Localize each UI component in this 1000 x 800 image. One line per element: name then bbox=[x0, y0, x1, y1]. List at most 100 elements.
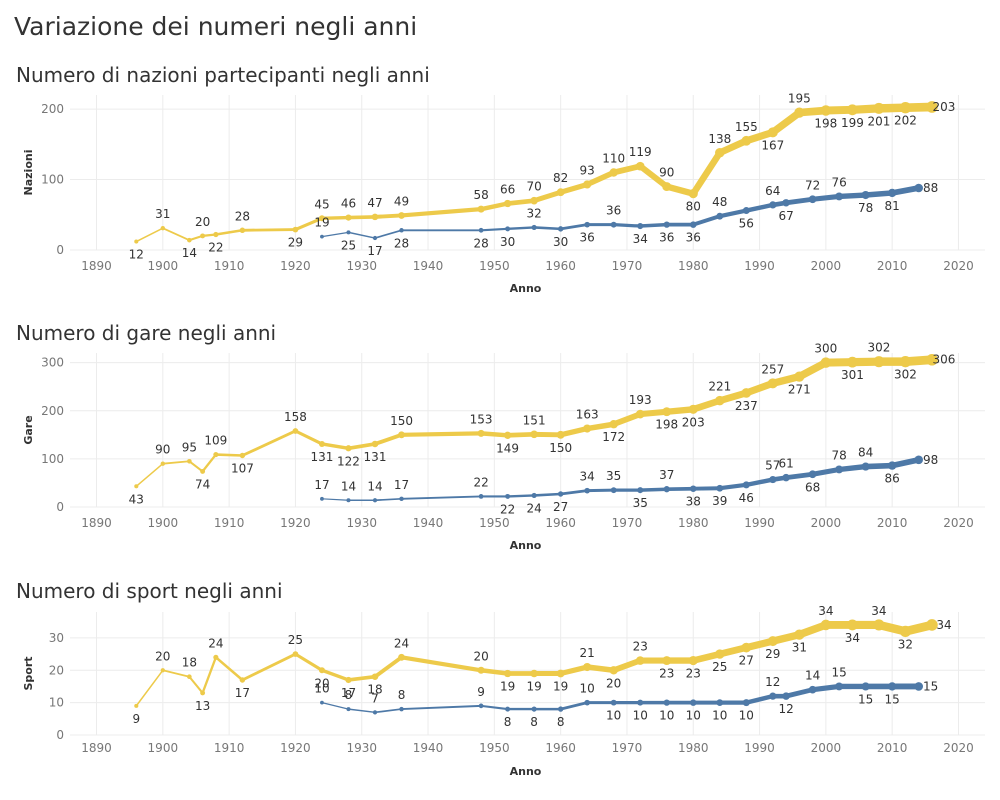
data-label: 15 bbox=[885, 692, 900, 706]
x-tick-label: 2020 bbox=[943, 741, 974, 755]
x-tick-label: 1920 bbox=[280, 259, 311, 273]
series-segment bbox=[480, 704, 509, 711]
data-label: 15 bbox=[831, 665, 846, 679]
data-label: 10 bbox=[739, 709, 754, 723]
data-point bbox=[873, 356, 885, 368]
data-label: 14 bbox=[341, 479, 356, 493]
series-winter: 19 25 17 28 28 30 32 30 36 36 34 36 36 48 56 64 67 72 76 78… bbox=[314, 175, 938, 258]
x-tick-label: 1960 bbox=[545, 516, 576, 530]
data-label: 10 bbox=[686, 709, 701, 723]
series-segment bbox=[478, 668, 510, 676]
data-point bbox=[846, 619, 858, 631]
data-label: 74 bbox=[195, 477, 210, 491]
x-tick-label: 1930 bbox=[346, 741, 377, 755]
data-point bbox=[200, 468, 206, 474]
data-label: 28 bbox=[235, 209, 250, 223]
series-segment bbox=[374, 497, 403, 502]
data-label: 203 bbox=[933, 100, 956, 114]
data-point bbox=[767, 127, 778, 138]
data-label: 67 bbox=[778, 209, 793, 223]
data-point bbox=[371, 673, 379, 680]
data-point bbox=[794, 371, 805, 382]
data-point bbox=[769, 201, 777, 209]
data-label: 98 bbox=[923, 453, 938, 467]
data-label: 199 bbox=[841, 116, 864, 130]
data-label: 202 bbox=[894, 114, 917, 128]
data-point bbox=[873, 619, 885, 631]
x-tick-label: 2010 bbox=[877, 741, 908, 755]
data-point bbox=[742, 207, 750, 215]
data-label: 12 bbox=[778, 702, 793, 716]
data-point bbox=[835, 192, 844, 201]
data-point bbox=[531, 706, 537, 712]
data-label: 61 bbox=[778, 457, 793, 471]
data-label: 30 bbox=[553, 235, 568, 249]
data-label: 150 bbox=[549, 441, 572, 455]
data-label: 19 bbox=[553, 680, 568, 694]
series-segment bbox=[321, 231, 350, 238]
data-point bbox=[213, 654, 219, 660]
y-tick-label: 100 bbox=[41, 173, 64, 187]
x-tick-label: 1910 bbox=[214, 259, 245, 273]
series-segment bbox=[638, 487, 669, 492]
data-point bbox=[345, 445, 352, 452]
data-point bbox=[609, 168, 618, 177]
y-tick-label: 10 bbox=[49, 696, 64, 710]
series-segment bbox=[188, 675, 204, 694]
series-segment bbox=[889, 456, 922, 469]
data-label: 37 bbox=[659, 468, 674, 482]
data-point bbox=[187, 237, 192, 243]
data-point bbox=[610, 221, 617, 228]
series-segment bbox=[346, 215, 377, 220]
data-label: 17 bbox=[314, 478, 329, 492]
x-tick-label: 1970 bbox=[612, 741, 643, 755]
y-tick-label: 100 bbox=[41, 452, 64, 466]
series-segment bbox=[610, 657, 644, 674]
series-segment bbox=[862, 190, 895, 198]
x-tick-label: 1890 bbox=[81, 259, 112, 273]
x-axis-title: Anno bbox=[510, 765, 542, 778]
data-point bbox=[662, 182, 672, 192]
data-label: 8 bbox=[504, 715, 512, 729]
series-segment bbox=[783, 687, 816, 699]
data-point bbox=[505, 493, 511, 499]
data-label: 70 bbox=[526, 180, 541, 194]
x-tick-label: 1960 bbox=[545, 259, 576, 273]
series-segment bbox=[320, 442, 351, 450]
series-segment bbox=[637, 163, 670, 190]
series-segment bbox=[240, 652, 297, 682]
data-point bbox=[239, 227, 246, 233]
data-point bbox=[213, 451, 219, 458]
data-label: 86 bbox=[885, 472, 900, 486]
data-point bbox=[688, 189, 698, 199]
data-point bbox=[887, 682, 897, 691]
data-point bbox=[503, 431, 512, 439]
data-point bbox=[213, 231, 219, 238]
series-segment bbox=[610, 163, 644, 176]
data-label: 17 bbox=[235, 686, 250, 700]
y-axis-title: Gare bbox=[22, 415, 35, 444]
data-point bbox=[556, 669, 565, 678]
data-point bbox=[530, 196, 538, 205]
x-tick-label: 2020 bbox=[943, 259, 974, 273]
data-label: 39 bbox=[712, 494, 727, 508]
series-segment bbox=[214, 453, 244, 457]
data-point bbox=[663, 221, 670, 228]
data-point bbox=[583, 180, 592, 189]
data-point bbox=[637, 487, 644, 494]
data-label: 28 bbox=[394, 236, 409, 250]
data-point bbox=[637, 223, 644, 230]
data-label: 82 bbox=[553, 171, 568, 185]
series-segment bbox=[320, 668, 351, 682]
data-point bbox=[689, 699, 697, 706]
x-tick-label: 1940 bbox=[413, 516, 444, 530]
series-segment bbox=[558, 425, 590, 438]
data-label: 300 bbox=[814, 342, 837, 356]
data-label: 131 bbox=[364, 450, 387, 464]
data-label: 18 bbox=[367, 683, 382, 697]
series-segment bbox=[320, 215, 351, 220]
data-label: 36 bbox=[686, 231, 701, 245]
data-label: 93 bbox=[580, 163, 595, 177]
series-segment bbox=[717, 208, 749, 219]
series-segment bbox=[346, 674, 377, 682]
